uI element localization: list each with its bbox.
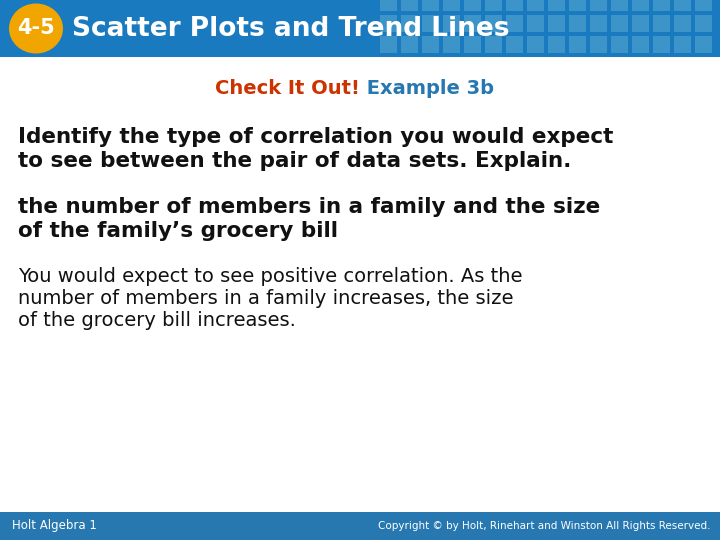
Text: Example 3b: Example 3b <box>360 79 494 98</box>
Bar <box>0 512 720 540</box>
Bar <box>569 36 586 53</box>
Bar <box>569 0 586 11</box>
Bar <box>632 15 649 32</box>
Bar <box>485 0 502 11</box>
Text: Identify the type of correlation you would expect: Identify the type of correlation you wou… <box>18 127 613 147</box>
Text: Scatter Plots and Trend Lines: Scatter Plots and Trend Lines <box>72 16 510 42</box>
Bar <box>464 0 481 11</box>
Bar <box>485 36 502 53</box>
Bar <box>401 15 418 32</box>
Bar <box>611 0 628 11</box>
Bar <box>569 15 586 32</box>
Text: Check It Out!: Check It Out! <box>215 79 360 98</box>
Bar <box>443 36 460 53</box>
Bar <box>632 0 649 11</box>
Bar <box>0 0 720 57</box>
Bar <box>422 36 439 53</box>
Bar <box>527 15 544 32</box>
Bar <box>527 36 544 53</box>
Bar <box>443 0 460 11</box>
Bar <box>674 15 691 32</box>
Bar <box>611 15 628 32</box>
Bar <box>590 15 607 32</box>
Text: number of members in a family increases, the size: number of members in a family increases,… <box>18 289 513 308</box>
Text: of the family’s grocery bill: of the family’s grocery bill <box>18 221 338 241</box>
Bar <box>548 36 565 53</box>
Bar <box>464 36 481 53</box>
Bar <box>401 0 418 11</box>
Bar <box>422 15 439 32</box>
Bar <box>548 0 565 11</box>
Bar <box>653 15 670 32</box>
Bar <box>464 15 481 32</box>
Bar <box>380 0 397 11</box>
Text: 4-5: 4-5 <box>17 18 55 38</box>
Bar <box>674 0 691 11</box>
Bar <box>422 0 439 11</box>
Bar <box>632 36 649 53</box>
Bar <box>611 36 628 53</box>
Bar <box>590 0 607 11</box>
Bar <box>653 36 670 53</box>
Text: Copyright © by Holt, Rinehart and Winston All Rights Reserved.: Copyright © by Holt, Rinehart and Winsto… <box>377 521 710 531</box>
Text: of the grocery bill increases.: of the grocery bill increases. <box>18 311 296 330</box>
Text: Holt Algebra 1: Holt Algebra 1 <box>12 519 97 532</box>
Bar <box>590 36 607 53</box>
Bar <box>380 36 397 53</box>
Ellipse shape <box>9 3 63 53</box>
Bar <box>548 15 565 32</box>
Bar <box>695 15 712 32</box>
Bar <box>485 15 502 32</box>
Bar <box>695 0 712 11</box>
Bar <box>506 15 523 32</box>
Text: to see between the pair of data sets. Explain.: to see between the pair of data sets. Ex… <box>18 151 572 171</box>
Bar <box>527 0 544 11</box>
Bar <box>380 15 397 32</box>
Bar <box>506 36 523 53</box>
Text: You would expect to see positive correlation. As the: You would expect to see positive correla… <box>18 267 523 286</box>
Bar <box>674 36 691 53</box>
Text: the number of members in a family and the size: the number of members in a family and th… <box>18 197 600 217</box>
Bar <box>695 36 712 53</box>
Bar <box>443 15 460 32</box>
Bar <box>653 0 670 11</box>
Bar <box>506 0 523 11</box>
Bar <box>401 36 418 53</box>
